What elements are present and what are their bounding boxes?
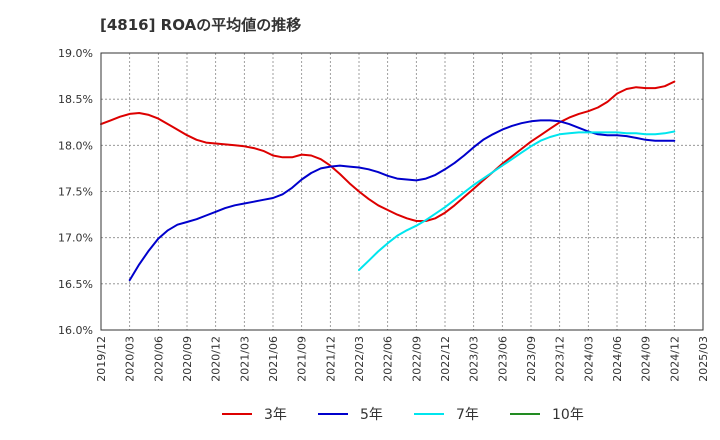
series-line-7年: [358, 130, 676, 271]
legend: 3年 5年 7年 10年: [222, 407, 584, 423]
series-line-3年: [100, 80, 676, 222]
x-tick-label: 2024/06: [611, 336, 624, 382]
x-tick-label: 2022/03: [353, 336, 366, 382]
x-tick-label: 2025/03: [697, 336, 710, 382]
series-lines: [100, 80, 676, 282]
x-tick-label: 2023/09: [525, 336, 538, 382]
y-tick-label: 19.0%: [58, 47, 93, 60]
x-tick-label: 2022/09: [410, 336, 423, 382]
plot-area: [100, 52, 704, 331]
x-tick-label: 2020/06: [152, 336, 165, 382]
legend-label-10年: 10年: [552, 407, 584, 423]
x-tick-label: 2023/06: [496, 336, 509, 382]
x-tick-label: 2020/12: [210, 336, 223, 382]
x-axis-tick-labels: 2019/12 2020/03 2020/06 2020/09 2020/12 2021/…: [95, 336, 710, 382]
y-tick-label: 18.0%: [58, 139, 93, 152]
x-tick-label: 2024/03: [582, 336, 595, 382]
x-tick-label: 2021/12: [324, 336, 337, 382]
x-tick-label: 2024/12: [668, 336, 681, 382]
y-tick-label: 16.5%: [58, 278, 93, 291]
y-tick-label: 16.0%: [58, 324, 93, 337]
y-tick-label: 17.0%: [58, 232, 93, 245]
y-axis-tick-labels: 16.0% 16.5% 17.0% 17.5% 18.0% 18.5% 19.0%: [58, 47, 93, 337]
legend-label-7年: 7年: [456, 407, 479, 423]
legend-label-5年: 5年: [360, 407, 383, 423]
x-tick-label: 2020/09: [181, 336, 194, 382]
x-tick-label: 2021/09: [296, 336, 309, 382]
chart-title: [4816] ROAの平均値の推移: [100, 16, 301, 34]
x-tick-label: 2023/12: [554, 336, 567, 382]
x-tick-label: 2021/06: [267, 336, 280, 382]
x-tick-label: 2022/06: [382, 336, 395, 382]
x-tick-label: 2021/03: [238, 336, 251, 382]
x-tick-label: 2024/09: [640, 336, 653, 382]
x-tick-label: 2019/12: [95, 336, 108, 382]
x-tick-label: 2020/03: [124, 336, 137, 382]
x-tick-label: 2022/12: [439, 336, 452, 382]
series-line-5年: [128, 119, 676, 282]
legend-label-3年: 3年: [264, 407, 287, 423]
y-tick-label: 17.5%: [58, 186, 93, 199]
y-tick-label: 18.5%: [58, 93, 93, 106]
grid-lines: [100, 52, 704, 331]
x-tick-label: 2023/03: [468, 336, 481, 382]
